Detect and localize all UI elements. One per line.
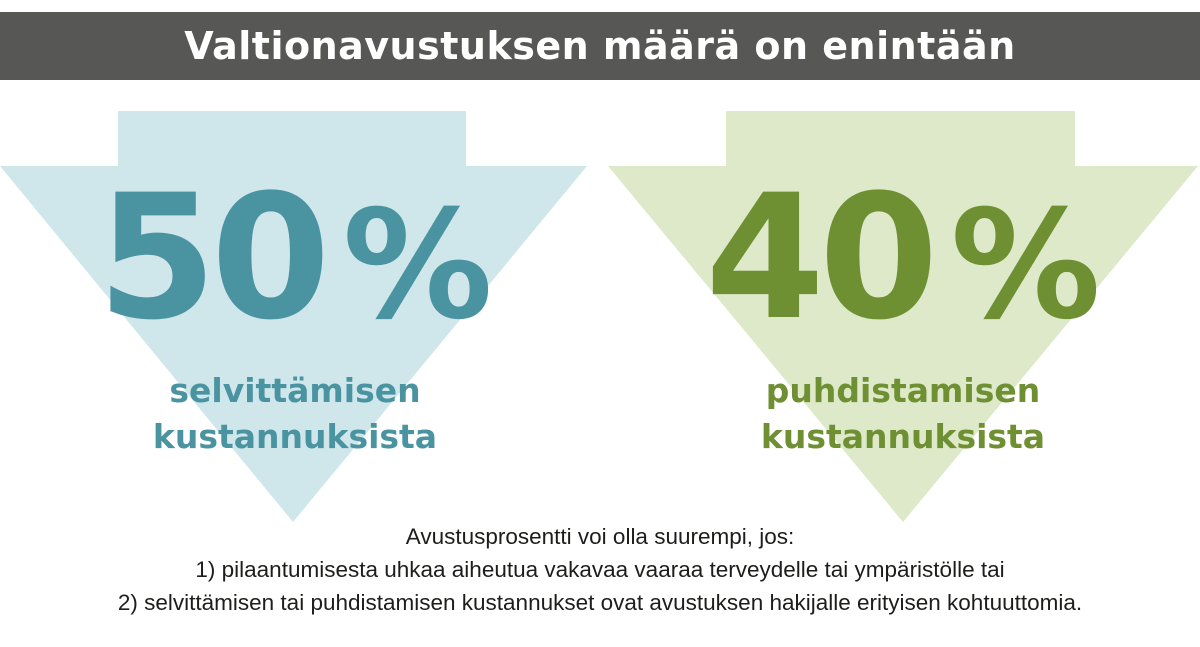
left-percentage-number: 50 bbox=[97, 157, 330, 358]
left-percentage: 50% bbox=[60, 168, 530, 354]
page-title-bar: Valtionavustuksen määrä on enintään bbox=[0, 12, 1200, 80]
right-caption-line2: kustannuksista bbox=[760, 417, 1046, 456]
conditions-note: Avustusprosentti voi olla suurempi, jos:… bbox=[0, 520, 1200, 619]
condition-2: 2) selvittämisen tai puhdistamisen kusta… bbox=[117, 590, 1083, 615]
conditions-intro: Avustusprosentti voi olla suurempi, jos: bbox=[405, 524, 795, 549]
left-caption-line2: kustannuksista bbox=[152, 417, 438, 456]
right-percent-sign: % bbox=[950, 179, 1101, 353]
page-title: Valtionavustuksen määrä on enintään bbox=[184, 24, 1016, 68]
blue-down-arrow-shape bbox=[0, 111, 587, 522]
green-down-arrow-shape bbox=[608, 111, 1198, 522]
left-percent-sign: % bbox=[342, 179, 493, 353]
left-caption: selvittämisen kustannuksista bbox=[90, 368, 500, 460]
left-caption-line1: selvittämisen bbox=[169, 371, 421, 410]
right-caption: puhdistamisen kustannuksista bbox=[698, 368, 1108, 460]
right-percentage: 40% bbox=[668, 168, 1138, 354]
right-caption-line1: puhdistamisen bbox=[765, 371, 1041, 410]
right-percentage-number: 40 bbox=[705, 157, 938, 358]
condition-1: 1) pilaantumisesta uhkaa aiheutua vakava… bbox=[195, 557, 1005, 582]
